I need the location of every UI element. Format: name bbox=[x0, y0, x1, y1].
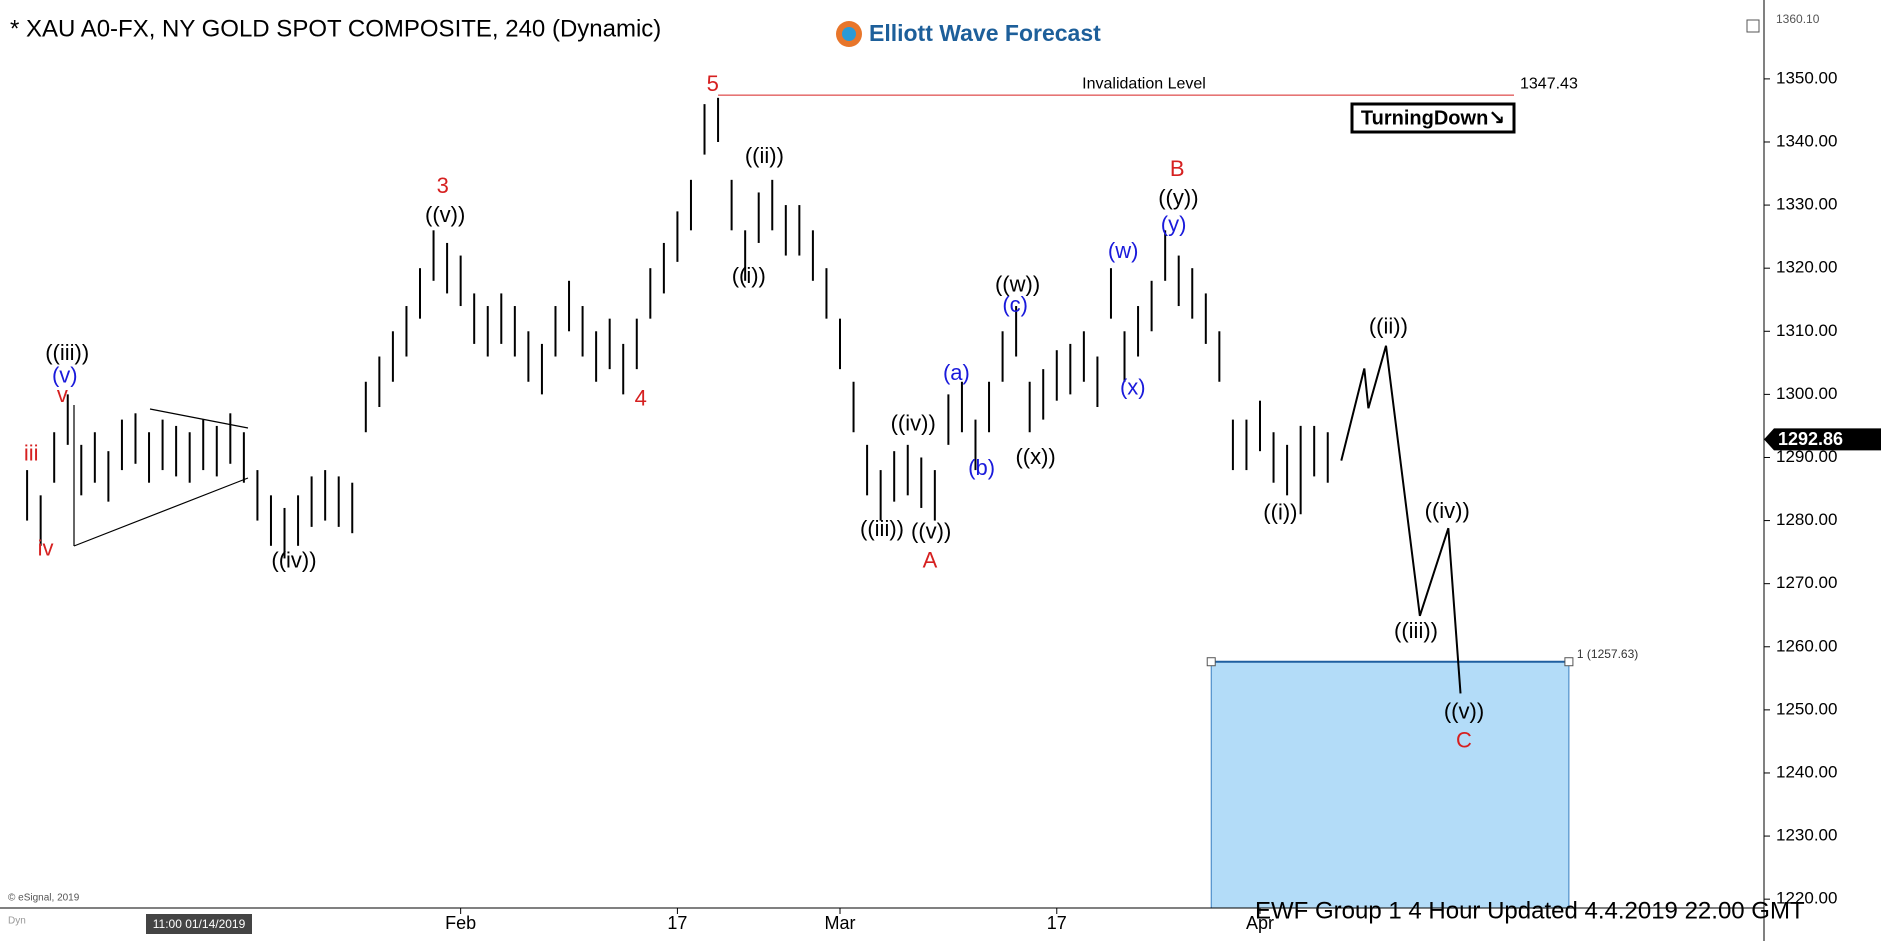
y-tick-label: 1320.00 bbox=[1776, 258, 1837, 277]
logo-icon-inner bbox=[842, 27, 856, 41]
target-label: 1 (1257.63) bbox=[1577, 647, 1638, 661]
wave-label: (a) bbox=[943, 360, 970, 385]
wave-label: ((iv)) bbox=[1425, 498, 1470, 523]
target-handle bbox=[1564, 657, 1574, 667]
wave-label: ((iv)) bbox=[891, 411, 936, 436]
wave-label: ((iv)) bbox=[271, 547, 316, 572]
y-tick-label: 1290.00 bbox=[1776, 447, 1837, 466]
y-tick-label: 1220.00 bbox=[1776, 889, 1837, 908]
last-price-label: 1292.86 bbox=[1778, 429, 1843, 449]
y-tick-label: 1300.00 bbox=[1776, 384, 1837, 403]
logo-text: Elliott Wave Forecast bbox=[869, 20, 1101, 46]
badge-text: TurningDown↘ bbox=[1361, 107, 1505, 129]
x-tick-label: Apr bbox=[1246, 913, 1274, 933]
x-tick-label: Feb bbox=[445, 913, 476, 933]
wave-label: 5 bbox=[707, 71, 719, 96]
chart-title: * XAU A0-FX, NY GOLD SPOT COMPOSITE, 240… bbox=[10, 15, 661, 42]
x-tick-label: Mar bbox=[825, 913, 856, 933]
y-tick-label: 1250.00 bbox=[1776, 699, 1837, 718]
wave-label: A bbox=[923, 547, 938, 572]
wave-label: 3 bbox=[437, 173, 449, 198]
y-tick-label: 1270.00 bbox=[1776, 573, 1837, 592]
y-tick-label: 1230.00 bbox=[1776, 826, 1837, 845]
y-tick-label: 1240.00 bbox=[1776, 762, 1837, 781]
wave-label: ((i)) bbox=[732, 263, 766, 288]
cursor-time-box bbox=[146, 914, 252, 934]
y-axis-top-label: 1360.10 bbox=[1776, 12, 1820, 26]
triangle-pattern bbox=[73, 405, 249, 547]
y-tick-label: 1260.00 bbox=[1776, 636, 1837, 655]
copyright: © eSignal, 2019 bbox=[8, 893, 80, 904]
wave-label: iii bbox=[24, 441, 39, 466]
y-tick-label: 1280.00 bbox=[1776, 510, 1837, 529]
wave-label: (b) bbox=[968, 455, 995, 480]
y-tick-label: 1310.00 bbox=[1776, 321, 1837, 340]
invalidation-label: Invalidation Level bbox=[1082, 75, 1206, 92]
wave-label: 4 bbox=[635, 385, 647, 410]
corner-label: Dyn bbox=[8, 916, 26, 927]
wave-label: (y) bbox=[1161, 211, 1187, 236]
wave-label: ((iii)) bbox=[45, 340, 89, 365]
logo: Elliott Wave Forecast bbox=[836, 20, 1101, 47]
target-zone bbox=[1210, 661, 1570, 909]
footer: EWF Group 1 4 Hour Updated 4.4.2019 22.0… bbox=[1255, 897, 1805, 924]
y-tick-label: 1340.00 bbox=[1776, 131, 1837, 150]
x-tick-label: 17 bbox=[667, 913, 687, 933]
cursor-time: 11:00 01/14/2019 bbox=[153, 917, 246, 931]
projection-path bbox=[1340, 345, 1462, 694]
y-tick-label: 1330.00 bbox=[1776, 195, 1837, 214]
wave-label: ((ii)) bbox=[745, 143, 784, 168]
wave-label: ((i)) bbox=[1263, 499, 1297, 524]
wave-label: ((iii)) bbox=[1394, 618, 1438, 643]
wave-label: ((ii)) bbox=[1369, 313, 1408, 338]
wave-label: ((v)) bbox=[425, 202, 465, 227]
wave-label: ((iii)) bbox=[860, 516, 904, 541]
window-button[interactable] bbox=[1746, 19, 1760, 33]
wave-label: ((x)) bbox=[1015, 444, 1055, 469]
wave-label: C bbox=[1456, 727, 1472, 752]
wave-label: ((y)) bbox=[1158, 185, 1198, 210]
wave-label: ((v)) bbox=[1444, 699, 1484, 724]
badge-frame bbox=[1350, 102, 1516, 134]
wave-label: (x) bbox=[1120, 375, 1146, 400]
wave-label: v bbox=[57, 382, 68, 407]
wave-label: (w) bbox=[1108, 238, 1139, 263]
x-tick-label: 17 bbox=[1047, 913, 1067, 933]
wave-label: B bbox=[1170, 156, 1185, 181]
last-price-badge bbox=[1764, 428, 1881, 451]
wave-label: iv bbox=[38, 535, 54, 560]
wave-label: (v) bbox=[52, 363, 78, 388]
invalidation-value: 1347.43 bbox=[1520, 75, 1578, 92]
wave-label: ((v)) bbox=[911, 519, 951, 544]
wave-label: ((w)) bbox=[995, 271, 1040, 296]
y-tick-label: 1350.00 bbox=[1776, 68, 1837, 87]
wave-label: (c) bbox=[1002, 292, 1028, 317]
target-handle bbox=[1206, 657, 1216, 667]
